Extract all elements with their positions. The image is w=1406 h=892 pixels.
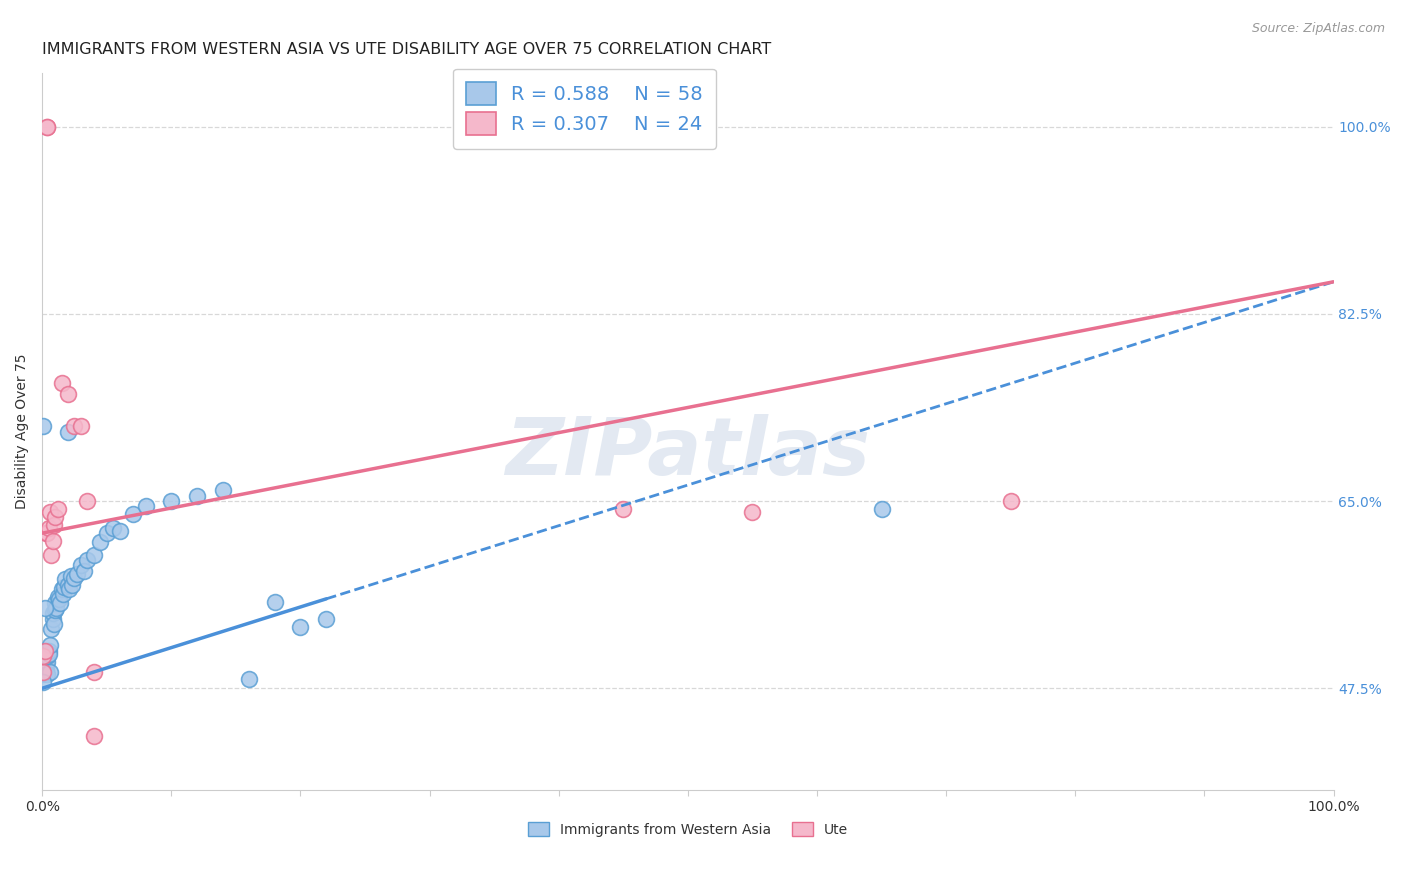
Point [83, 730, 105, 744]
Point [44, 596, 66, 610]
Point [238, 672, 260, 686]
Point [121, 507, 143, 521]
Point [63, 571, 86, 585]
Point [741, 505, 763, 519]
Point [32, 665, 55, 680]
Point [612, 501, 634, 516]
Point [212, 483, 235, 498]
Point [263, 594, 285, 608]
Point [48, 592, 70, 607]
Point [41, 607, 63, 621]
Point [34, 663, 56, 677]
Point [315, 612, 337, 626]
Text: ZIPatlas: ZIPatlas [505, 414, 870, 492]
Point [83, 548, 105, 562]
Point [34, 658, 56, 673]
Point [32, 419, 55, 434]
Point [37, 120, 59, 134]
Point [56, 387, 79, 401]
Y-axis label: Disability Age Over 75: Disability Age Over 75 [15, 354, 30, 509]
Point [60, 577, 83, 591]
Point [38, 644, 60, 658]
Point [32, 674, 55, 689]
Point [37, 667, 59, 681]
Point [38, 521, 60, 535]
Point [39, 548, 62, 562]
Point [58, 582, 80, 596]
Point [108, 524, 131, 538]
Point [37, 655, 59, 669]
Point [56, 577, 79, 591]
Point [34, 665, 56, 680]
Point [32, 665, 55, 680]
Point [46, 591, 69, 605]
Point [52, 587, 75, 601]
Point [160, 494, 183, 508]
Point [35, 526, 58, 541]
Point [39, 505, 62, 519]
Point [38, 647, 60, 661]
Point [37, 526, 59, 541]
Point [45, 601, 67, 615]
Point [51, 582, 73, 596]
Point [32, 667, 55, 681]
Point [46, 501, 69, 516]
Point [70, 558, 93, 573]
Point [53, 580, 76, 594]
Point [290, 620, 312, 634]
Point [41, 533, 63, 548]
Point [51, 376, 73, 391]
Point [34, 644, 56, 658]
Point [70, 419, 93, 434]
Point [49, 596, 72, 610]
Point [37, 120, 59, 134]
Point [83, 665, 105, 680]
Point [44, 510, 66, 524]
Point [42, 517, 65, 532]
Point [56, 425, 79, 439]
Point [39, 665, 62, 680]
Point [35, 662, 58, 676]
Point [66, 566, 89, 581]
Point [134, 500, 156, 514]
Text: Source: ZipAtlas.com: Source: ZipAtlas.com [1251, 22, 1385, 36]
Point [89, 534, 111, 549]
Point [1000, 494, 1022, 508]
Legend: Immigrants from Western Asia, Ute: Immigrants from Western Asia, Ute [522, 815, 855, 844]
Point [42, 617, 65, 632]
Point [34, 601, 56, 615]
Point [103, 521, 125, 535]
Point [32, 660, 55, 674]
Point [870, 501, 893, 516]
Point [76, 553, 98, 567]
Point [44, 603, 66, 617]
Point [63, 419, 86, 434]
Point [39, 623, 62, 637]
Point [72, 564, 94, 578]
Point [39, 639, 62, 653]
Point [96, 526, 118, 541]
Point [37, 649, 59, 664]
Point [76, 494, 98, 508]
Point [41, 612, 63, 626]
Point [32, 649, 55, 664]
Point [186, 489, 208, 503]
Point [32, 655, 55, 669]
Text: IMMIGRANTS FROM WESTERN ASIA VS UTE DISABILITY AGE OVER 75 CORRELATION CHART: IMMIGRANTS FROM WESTERN ASIA VS UTE DISA… [42, 42, 772, 57]
Point [59, 569, 82, 583]
Point [35, 655, 58, 669]
Point [55, 572, 77, 586]
